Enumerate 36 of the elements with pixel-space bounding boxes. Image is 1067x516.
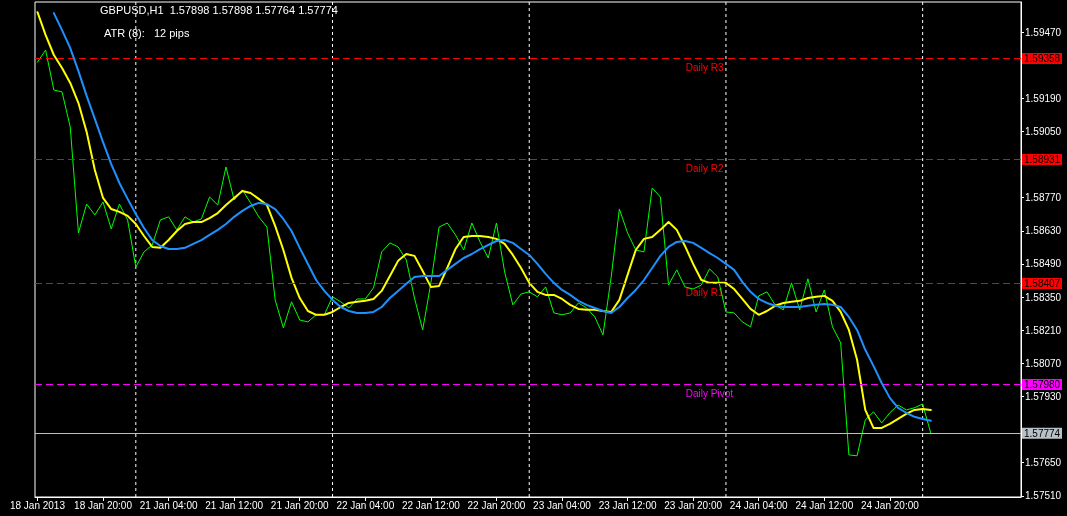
ref-line-label: Daily R3 (685, 62, 724, 74)
x-tick-label: 23 Jan 04:00 (533, 499, 592, 511)
y-tick-label: 1.59470 (1025, 26, 1062, 38)
ref-line-label: Daily Pivot (685, 388, 734, 400)
ref-line-label: Daily R2 (685, 163, 724, 175)
x-tick-label: 22 Jan 04:00 (336, 499, 395, 511)
chart-title: GBPUSD,H1 1.57898 1.57898 1.57764 1.57774 (100, 3, 338, 16)
x-tick-label: 21 Jan 12:00 (205, 499, 264, 511)
y-tick-label: 1.57930 (1025, 390, 1062, 402)
text: 1.58931 (1024, 154, 1061, 166)
y-tick-label: 1.57510 (1025, 490, 1062, 502)
y-tick-label: 1.58210 (1025, 324, 1062, 336)
y-tick-label: 1.58770 (1025, 192, 1062, 204)
x-tick-label: 22 Jan 20:00 (467, 499, 526, 511)
text: 1.58407 (1024, 278, 1061, 290)
y-tick-label: 1.58350 (1025, 291, 1062, 303)
text: 1.57774 (1024, 427, 1061, 439)
text: ATR (8): 12 pips (104, 26, 190, 39)
x-tick-label: 18 Jan 20:00 (74, 499, 133, 511)
x-tick-label: 21 Jan 04:00 (139, 499, 198, 511)
x-tick-label: 21 Jan 20:00 (270, 499, 330, 511)
x-tick-label: 24 Jan 20:00 (860, 499, 920, 511)
y-tick-label: 1.59190 (1025, 92, 1062, 104)
text: 1.57980 (1024, 379, 1061, 391)
y-tick-label: 1.57650 (1025, 457, 1062, 469)
x-tick-label: 18 Jan 2013 (9, 499, 66, 511)
y-tick-label: 1.58630 (1025, 225, 1062, 237)
y-tick-label: 1.59050 (1025, 125, 1062, 137)
y-tick-label: 1.58490 (1025, 258, 1062, 270)
x-tick-label: 24 Jan 04:00 (729, 499, 789, 511)
x-tick-label: 23 Jan 12:00 (598, 499, 657, 511)
x-tick-label: 24 Jan 12:00 (795, 499, 854, 511)
x-tick-label: 22 Jan 12:00 (401, 499, 461, 511)
y-tick-label: 1.58070 (1025, 357, 1062, 369)
x-tick-label: 23 Jan 20:00 (664, 499, 723, 511)
text: 1.59358 (1024, 53, 1061, 65)
